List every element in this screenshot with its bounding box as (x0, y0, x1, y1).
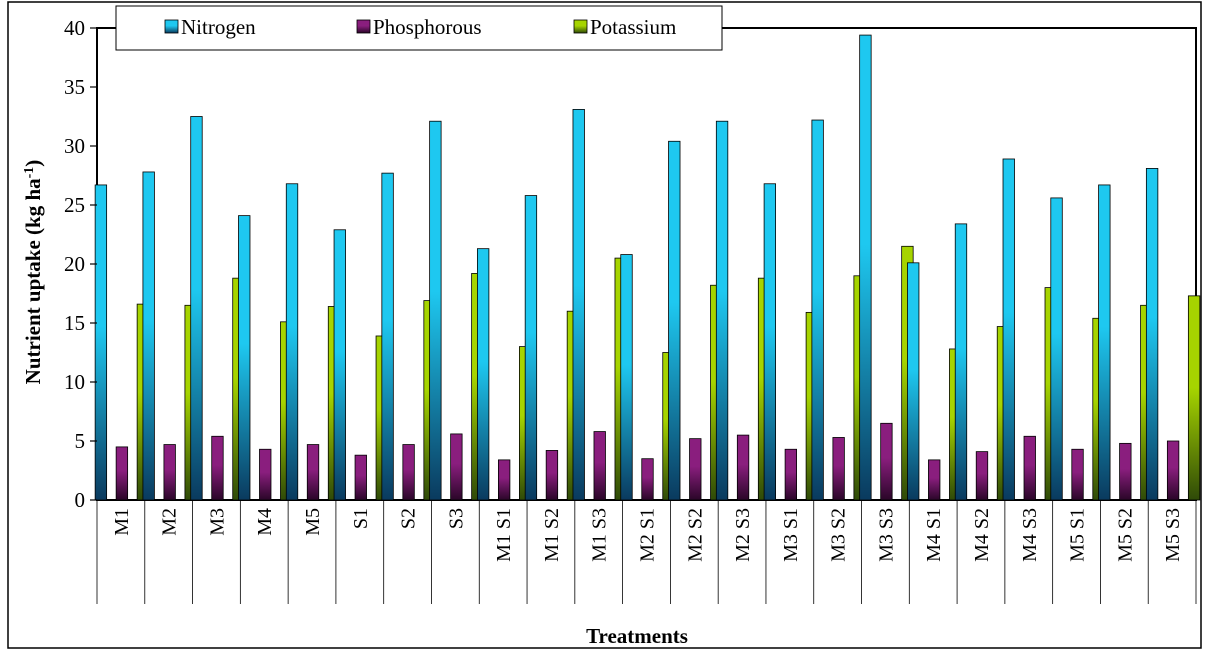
bar-phosphorous-m5 (306, 444, 320, 501)
x-tick-label: M3 S3 (875, 508, 897, 562)
bar-nitrogen-s1 (333, 229, 346, 501)
x-tick-label: M4 S3 (1019, 508, 1041, 562)
plot-area (96, 27, 1197, 501)
bar-nitrogen-m5-s1 (1050, 197, 1063, 501)
bar-phosphorous-m4-s3 (1023, 435, 1036, 501)
bar-nitrogen-m1-s3 (572, 109, 585, 501)
x-tick-label: M5 S2 (1114, 508, 1136, 562)
bar-phosphorous-m3 (211, 435, 224, 501)
x-tick-label: M3 S1 (780, 508, 802, 562)
bar-phosphorous-m1-s3 (593, 431, 606, 501)
x-tick-label: M5 (302, 508, 324, 536)
bar-phosphorous-m3-s1 (784, 448, 797, 501)
bar-nitrogen-m3-s3 (859, 34, 872, 501)
y-tick-label: 5 (75, 429, 86, 453)
bar-phosphorous-m5-s3 (1166, 440, 1180, 501)
bar-nitrogen-s2 (381, 172, 394, 501)
bar-nitrogen-m4-s3 (1002, 158, 1015, 501)
bar-phosphorous-s1 (354, 454, 367, 501)
bar-nitrogen-m2-s1 (620, 254, 633, 501)
bar-nitrogen-m2-s2 (668, 140, 681, 501)
x-tick-label: M4 (254, 508, 276, 536)
bar-nitrogen-m4-s2 (954, 223, 968, 501)
x-tick-label: M1 S3 (589, 508, 611, 562)
bar-nitrogen-s3 (429, 120, 442, 501)
bar-nitrogen-m1-s1 (476, 248, 490, 501)
bar-nitrogen-m3-s1 (763, 183, 776, 501)
bar-phosphorous-m4-s2 (975, 451, 989, 501)
legend-swatch-potassium (573, 19, 588, 34)
legend-label-nitrogen: Nitrogen (181, 15, 256, 39)
bar-nitrogen-m1-s2 (524, 195, 538, 501)
legend-label-phosphorous: Phosphorous (373, 15, 482, 39)
bar-nitrogen-m3-s2 (811, 119, 824, 501)
y-tick-label: 0 (75, 488, 86, 512)
y-axis-title: Nutrient uptake (kg ha-1) (21, 160, 45, 385)
x-tick-label: M1 (111, 508, 133, 536)
bar-phosphorous-m3-s3 (880, 422, 893, 501)
y-tick-label: 15 (64, 311, 85, 335)
y-tick-label: 35 (64, 75, 85, 99)
y-axis-title-main: Nutrient uptake (kg ha (21, 178, 45, 384)
bar-nitrogen-m5-s2 (1098, 184, 1111, 501)
bar-phosphorous-s3 (450, 433, 463, 501)
x-tick-label: M2 S3 (732, 508, 754, 562)
x-tick-label: M1 S2 (541, 508, 563, 562)
bar-nitrogen-m5-s3 (1145, 168, 1159, 501)
legend-label-potassium: Potassium (590, 15, 676, 39)
y-tick-label: 40 (64, 16, 85, 40)
legend-swatch-phosphorous (356, 19, 371, 34)
legend-swatch-nitrogen (164, 19, 179, 34)
bar-nitrogen-m5 (285, 183, 299, 501)
x-axis: M1 M2 M3 M4 M5 S1 S2 S3 M1 S1 M1 S2 M1 S3 M2 S1 M2 S… (96, 500, 1197, 604)
x-tick-label: S2 (398, 508, 420, 529)
y-axis-title-suffix: ) (21, 160, 45, 167)
x-axis-title: Treatments (586, 624, 688, 648)
x-tick-label: M2 S1 (637, 508, 659, 562)
bar-phosphorous-m4 (259, 448, 272, 501)
bar-phosphorous-m2 (163, 444, 176, 501)
x-tick-label: M3 S2 (828, 508, 850, 562)
y-tick-label: 30 (64, 134, 85, 158)
bar-phosphorous-m2-s3 (736, 434, 750, 501)
bar-nitrogen-m4 (238, 215, 251, 501)
legend: Nitrogen Phosphorous Potassium (115, 5, 723, 51)
bar-potassium-m5-s3 (1187, 295, 1201, 501)
bar-phosphorous-m3-s2 (832, 437, 845, 501)
legend-box (115, 5, 723, 51)
bar-nitrogen-m3 (190, 116, 203, 501)
bar-phosphorous-m2-s2 (689, 438, 702, 501)
bar-nitrogen-m4-s1 (907, 262, 920, 501)
x-tick-label: M3 (206, 508, 228, 536)
bars-layer (94, 34, 1201, 501)
x-tick-label: M4 S1 (923, 508, 945, 562)
x-tick-label: S1 (350, 508, 372, 529)
bar-phosphorous-m5-s2 (1119, 442, 1132, 501)
x-tick-label: M1 S1 (493, 508, 515, 562)
bar-phosphorous-m1 (115, 446, 129, 501)
y-axis-title-superscript: -1 (22, 167, 37, 179)
x-tick-label: M5 S1 (1067, 508, 1089, 562)
bar-nitrogen-m2 (142, 171, 155, 501)
y-tick-label: 25 (64, 193, 85, 217)
x-tick-label: M2 S2 (684, 508, 706, 562)
y-tick-label: 10 (64, 370, 85, 394)
bar-nitrogen-m2-s3 (715, 120, 729, 501)
bar-phosphorous-m4-s1 (928, 459, 941, 501)
x-tick-label: M5 S3 (1162, 508, 1184, 562)
chart-border (7, 1, 1202, 649)
bar-phosphorous-m1-s2 (545, 450, 559, 501)
y-tick-label: 20 (64, 252, 85, 276)
bar-nitrogen-m1 (94, 184, 108, 501)
bar-phosphorous-m2-s1 (641, 458, 654, 501)
x-tick-label: M2 (159, 508, 181, 536)
x-tick-label: S3 (445, 508, 467, 529)
bar-phosphorous-s2 (402, 444, 415, 501)
bar-phosphorous-m5-s1 (1071, 448, 1084, 501)
bar-phosphorous-m1-s1 (497, 459, 511, 501)
y-axis: 0 5 10 15 20 25 30 35 40 (64, 16, 97, 512)
x-tick-label: M4 S2 (971, 508, 993, 562)
